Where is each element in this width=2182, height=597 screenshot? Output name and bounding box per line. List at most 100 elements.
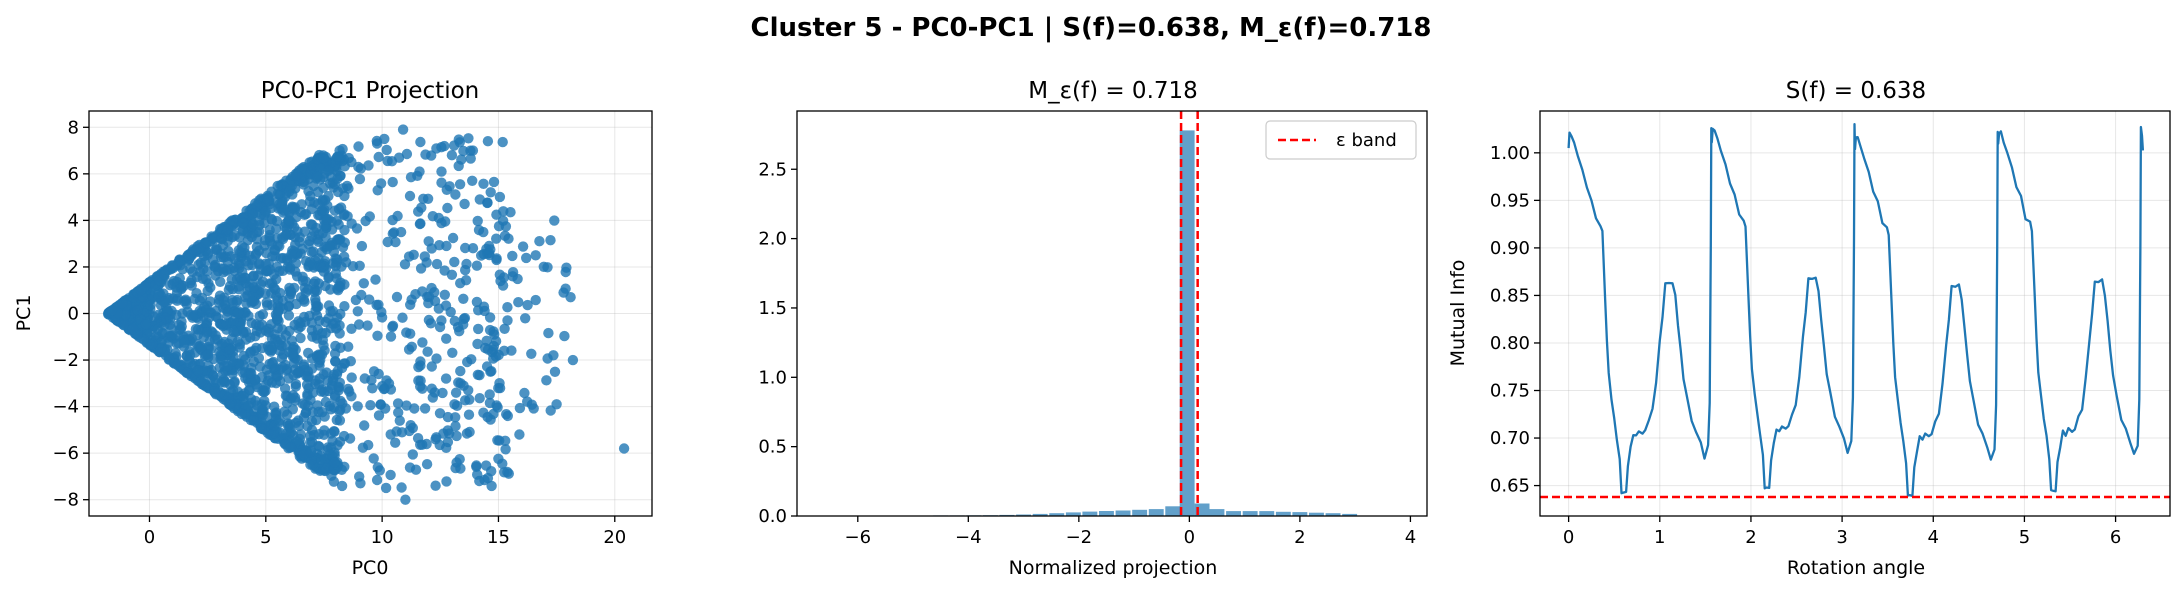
scatter-point <box>426 150 436 160</box>
scatter-point <box>472 261 482 271</box>
scatter-point <box>442 185 452 195</box>
scatter-point <box>271 274 281 284</box>
y-tick-label: 0.70 <box>1490 428 1530 449</box>
scatter-point <box>333 382 343 392</box>
y-tick-label: 1.5 <box>758 298 787 319</box>
scatter-point <box>561 267 571 277</box>
y-tick-label: 6 <box>68 164 79 185</box>
mutual-info-xlabel: Rotation angle <box>1787 557 1925 579</box>
scatter-point <box>422 459 432 469</box>
scatter-point <box>218 295 228 305</box>
scatter-point <box>475 393 485 403</box>
scatter-point <box>333 366 343 376</box>
y-tick-label: 0.85 <box>1490 285 1530 306</box>
x-tick-label: −2 <box>1066 527 1093 548</box>
scatter-point <box>325 284 335 294</box>
scatter-point <box>202 318 212 328</box>
scatter-point <box>442 203 452 213</box>
scatter-point <box>219 374 229 384</box>
y-tick-label: 0.0 <box>758 506 787 527</box>
scatter-point <box>184 355 194 365</box>
scatter-point <box>250 375 260 385</box>
y-tick-label: 2 <box>68 257 79 278</box>
scatter-point <box>210 270 220 280</box>
scatter-point <box>292 170 302 180</box>
scatter-point <box>411 465 421 475</box>
y-tick-label: 0.90 <box>1490 238 1530 259</box>
scatter-point <box>386 429 396 439</box>
y-tick-label: 0.75 <box>1490 381 1530 402</box>
x-tick-label: 5 <box>2019 527 2030 548</box>
scatter-point <box>473 370 483 380</box>
scatter-point <box>222 361 232 371</box>
scatter-point <box>374 152 384 162</box>
scatter-point <box>307 318 317 328</box>
scatter-point <box>479 302 489 312</box>
scatter-point <box>488 326 498 336</box>
scatter-point <box>248 209 258 219</box>
scatter-point <box>370 274 380 284</box>
scatter-point <box>551 399 561 409</box>
scatter-point <box>248 219 258 229</box>
scatter-point <box>365 211 375 221</box>
scatter-point <box>286 442 296 452</box>
scatter-point <box>261 206 271 216</box>
scatter-point <box>448 233 458 243</box>
scatter-point <box>160 296 170 306</box>
mutual-info-title: S(f) = 0.638 <box>1786 78 1926 104</box>
scatter-point <box>513 297 523 307</box>
scatter-point <box>420 403 430 413</box>
scatter-point <box>459 199 469 209</box>
scatter-point <box>369 453 379 463</box>
scatter-point <box>522 300 532 310</box>
scatter-point <box>260 235 270 245</box>
scatter-point <box>252 200 262 210</box>
scatter-point <box>531 250 541 260</box>
scatter-point <box>267 300 277 310</box>
scatter-point <box>228 327 238 337</box>
scatter-point <box>317 384 327 394</box>
scatter-point <box>355 174 365 184</box>
scatter-point <box>428 211 438 221</box>
scatter-point <box>450 421 460 431</box>
scatter-point <box>472 469 482 479</box>
scatter-point <box>379 134 389 144</box>
scatter-point <box>430 387 440 397</box>
scatter-point <box>193 324 203 334</box>
scatter-point <box>313 187 323 197</box>
x-tick-label: 10 <box>371 527 394 548</box>
scatter-point <box>310 276 320 286</box>
scatter-point <box>247 296 257 306</box>
scatter-point <box>284 310 294 320</box>
scatter-point <box>322 215 332 225</box>
scatter-point <box>161 313 171 323</box>
scatter-point <box>284 286 294 296</box>
scatter-point <box>196 258 206 268</box>
scatter-point <box>257 404 267 414</box>
scatter-point <box>282 410 292 420</box>
scatter-point <box>415 219 425 229</box>
scatter-point <box>247 232 257 242</box>
scatter-point <box>307 425 317 435</box>
scatter-point <box>526 349 536 359</box>
histogram-bar <box>1210 509 1225 516</box>
scatter-point <box>431 432 441 442</box>
scatter-point <box>392 292 402 302</box>
x-tick-label: 2 <box>1294 527 1305 548</box>
scatter-point <box>216 252 226 262</box>
scatter-point <box>501 221 511 231</box>
scatter-point <box>498 280 508 290</box>
scatter-point <box>306 447 316 457</box>
scatter-point <box>325 241 335 251</box>
scatter-point <box>273 371 283 381</box>
scatter-point <box>322 445 332 455</box>
scatter-point <box>335 415 345 425</box>
histogram-xlabel: Normalized projection <box>1009 557 1218 579</box>
scatter-point <box>277 353 287 363</box>
figure-suptitle: Cluster 5 - PC0-PC1 | S(f)=0.638, M_ε(f)… <box>751 13 1432 43</box>
scatter-point <box>464 410 474 420</box>
scatter-point <box>241 256 251 266</box>
